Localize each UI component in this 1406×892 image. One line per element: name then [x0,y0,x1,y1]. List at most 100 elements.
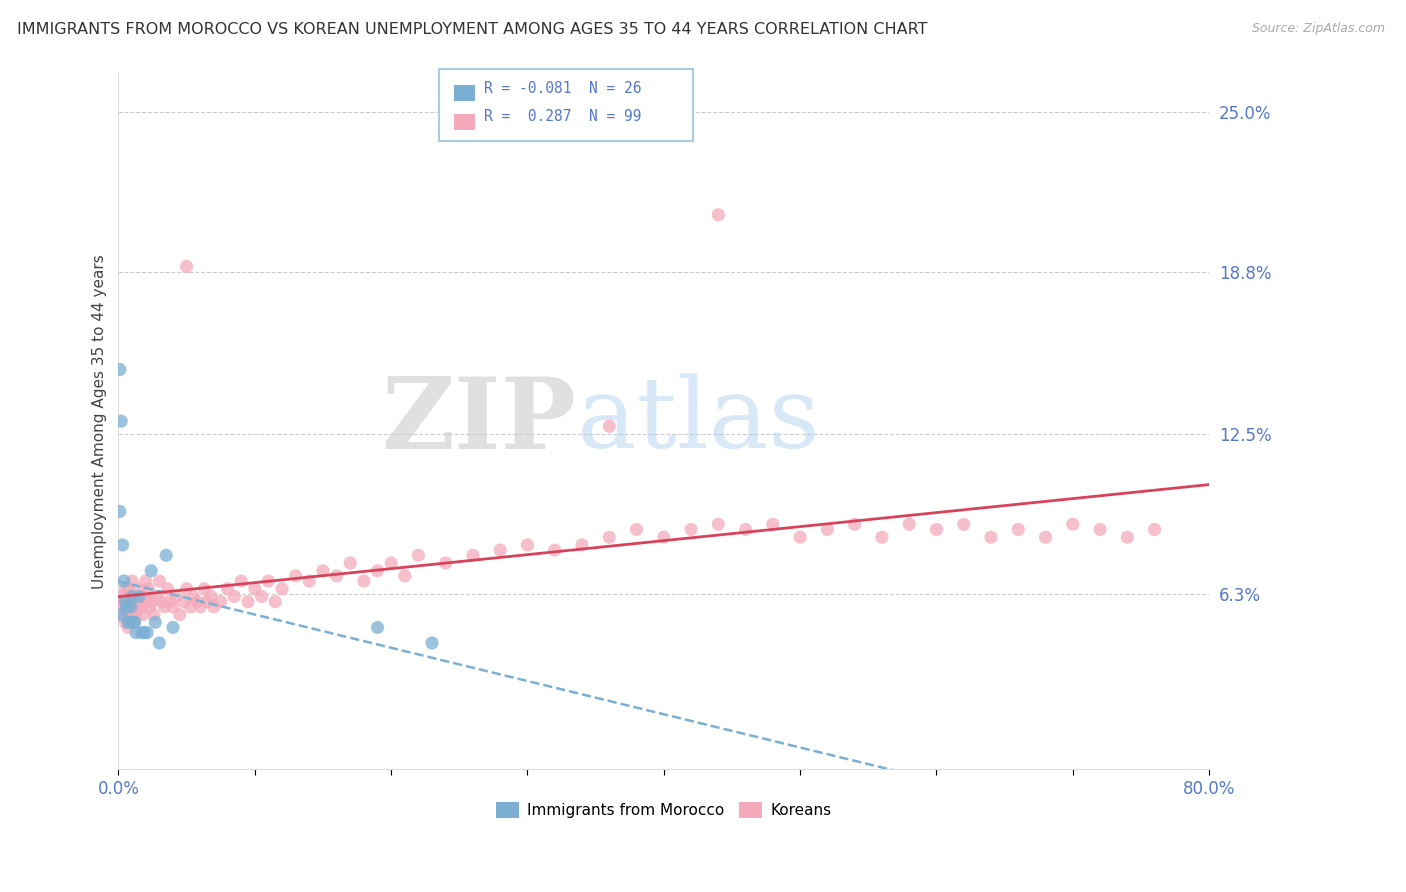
Point [461,548,484,562]
Point [117,620,139,634]
Point [134,625,156,640]
Point [762,517,785,532]
Point [169,607,191,622]
Point [870,530,893,544]
Point [1088,523,1111,537]
Point [108,504,131,518]
Point [117,615,139,630]
Point [131,599,153,614]
Point [217,582,239,596]
Point [176,260,198,274]
Text: Source: ZipAtlas.com: Source: ZipAtlas.com [1251,22,1385,36]
Point [408,548,430,562]
Point [598,419,620,434]
Point [193,582,215,596]
Point [734,523,756,537]
Point [231,574,253,588]
Point [789,530,811,544]
Point [155,548,177,562]
Point [180,599,202,614]
Point [176,582,198,596]
Point [127,595,149,609]
Point [544,543,567,558]
Point [120,595,142,609]
Point [115,607,138,622]
Point [122,590,145,604]
Point [132,607,155,622]
Point [111,590,134,604]
Point [115,595,138,609]
Point [134,590,156,604]
Point [284,569,307,583]
Y-axis label: Unemployment Among Ages 35 to 44 years: Unemployment Among Ages 35 to 44 years [93,253,107,589]
Point [150,595,173,609]
Point [243,582,266,596]
Point [815,523,838,537]
Point [110,595,132,609]
Point [312,564,335,578]
Point [183,590,205,604]
Point [112,574,135,588]
Point [271,582,294,596]
Point [898,517,921,532]
Point [156,582,179,596]
Point [952,517,974,532]
Text: IMMIGRANTS FROM MOROCCO VS KOREAN UNEMPLOYMENT AMONG AGES 35 TO 44 YEARS CORRELA: IMMIGRANTS FROM MOROCCO VS KOREAN UNEMPL… [17,22,928,37]
Point [366,620,388,634]
Point [122,615,145,630]
Point [188,599,211,614]
Point [108,362,131,376]
Point [145,590,167,604]
Point [434,556,457,570]
Point [128,582,150,596]
Point [118,615,141,630]
Point [195,595,218,609]
Point [420,636,443,650]
Point [125,607,148,622]
Point [136,625,159,640]
Text: R =  0.287  N = 99: R = 0.287 N = 99 [484,110,641,125]
Point [120,599,142,614]
Legend: Immigrants from Morocco, Koreans: Immigrants from Morocco, Koreans [491,797,838,824]
Point [110,414,132,428]
Point [129,595,152,609]
Point [143,615,166,630]
Point [131,625,153,640]
Point [394,569,416,583]
Point [1143,523,1166,537]
Point [111,607,134,622]
Point [135,574,157,588]
Point [124,615,146,630]
Point [110,607,132,622]
Point [224,590,246,604]
Point [165,590,187,604]
Point [186,595,208,609]
Point [118,599,141,614]
Point [117,582,139,596]
Point [141,564,163,578]
Text: atlas: atlas [576,373,820,469]
Point [681,523,703,537]
Point [138,582,160,596]
Point [121,590,143,604]
Point [114,595,136,609]
Point [173,595,195,609]
Point [366,564,388,578]
Point [111,538,134,552]
Point [353,574,375,588]
Point [1035,530,1057,544]
Point [250,590,273,604]
Point [202,599,225,614]
Point [925,523,948,537]
Point [325,569,347,583]
Point [121,607,143,622]
Point [489,543,512,558]
Point [128,590,150,604]
Point [121,574,143,588]
Point [125,625,148,640]
Point [571,538,593,552]
Point [142,607,165,622]
Point [136,595,159,609]
Point [162,599,184,614]
Text: ZIP: ZIP [381,373,576,470]
